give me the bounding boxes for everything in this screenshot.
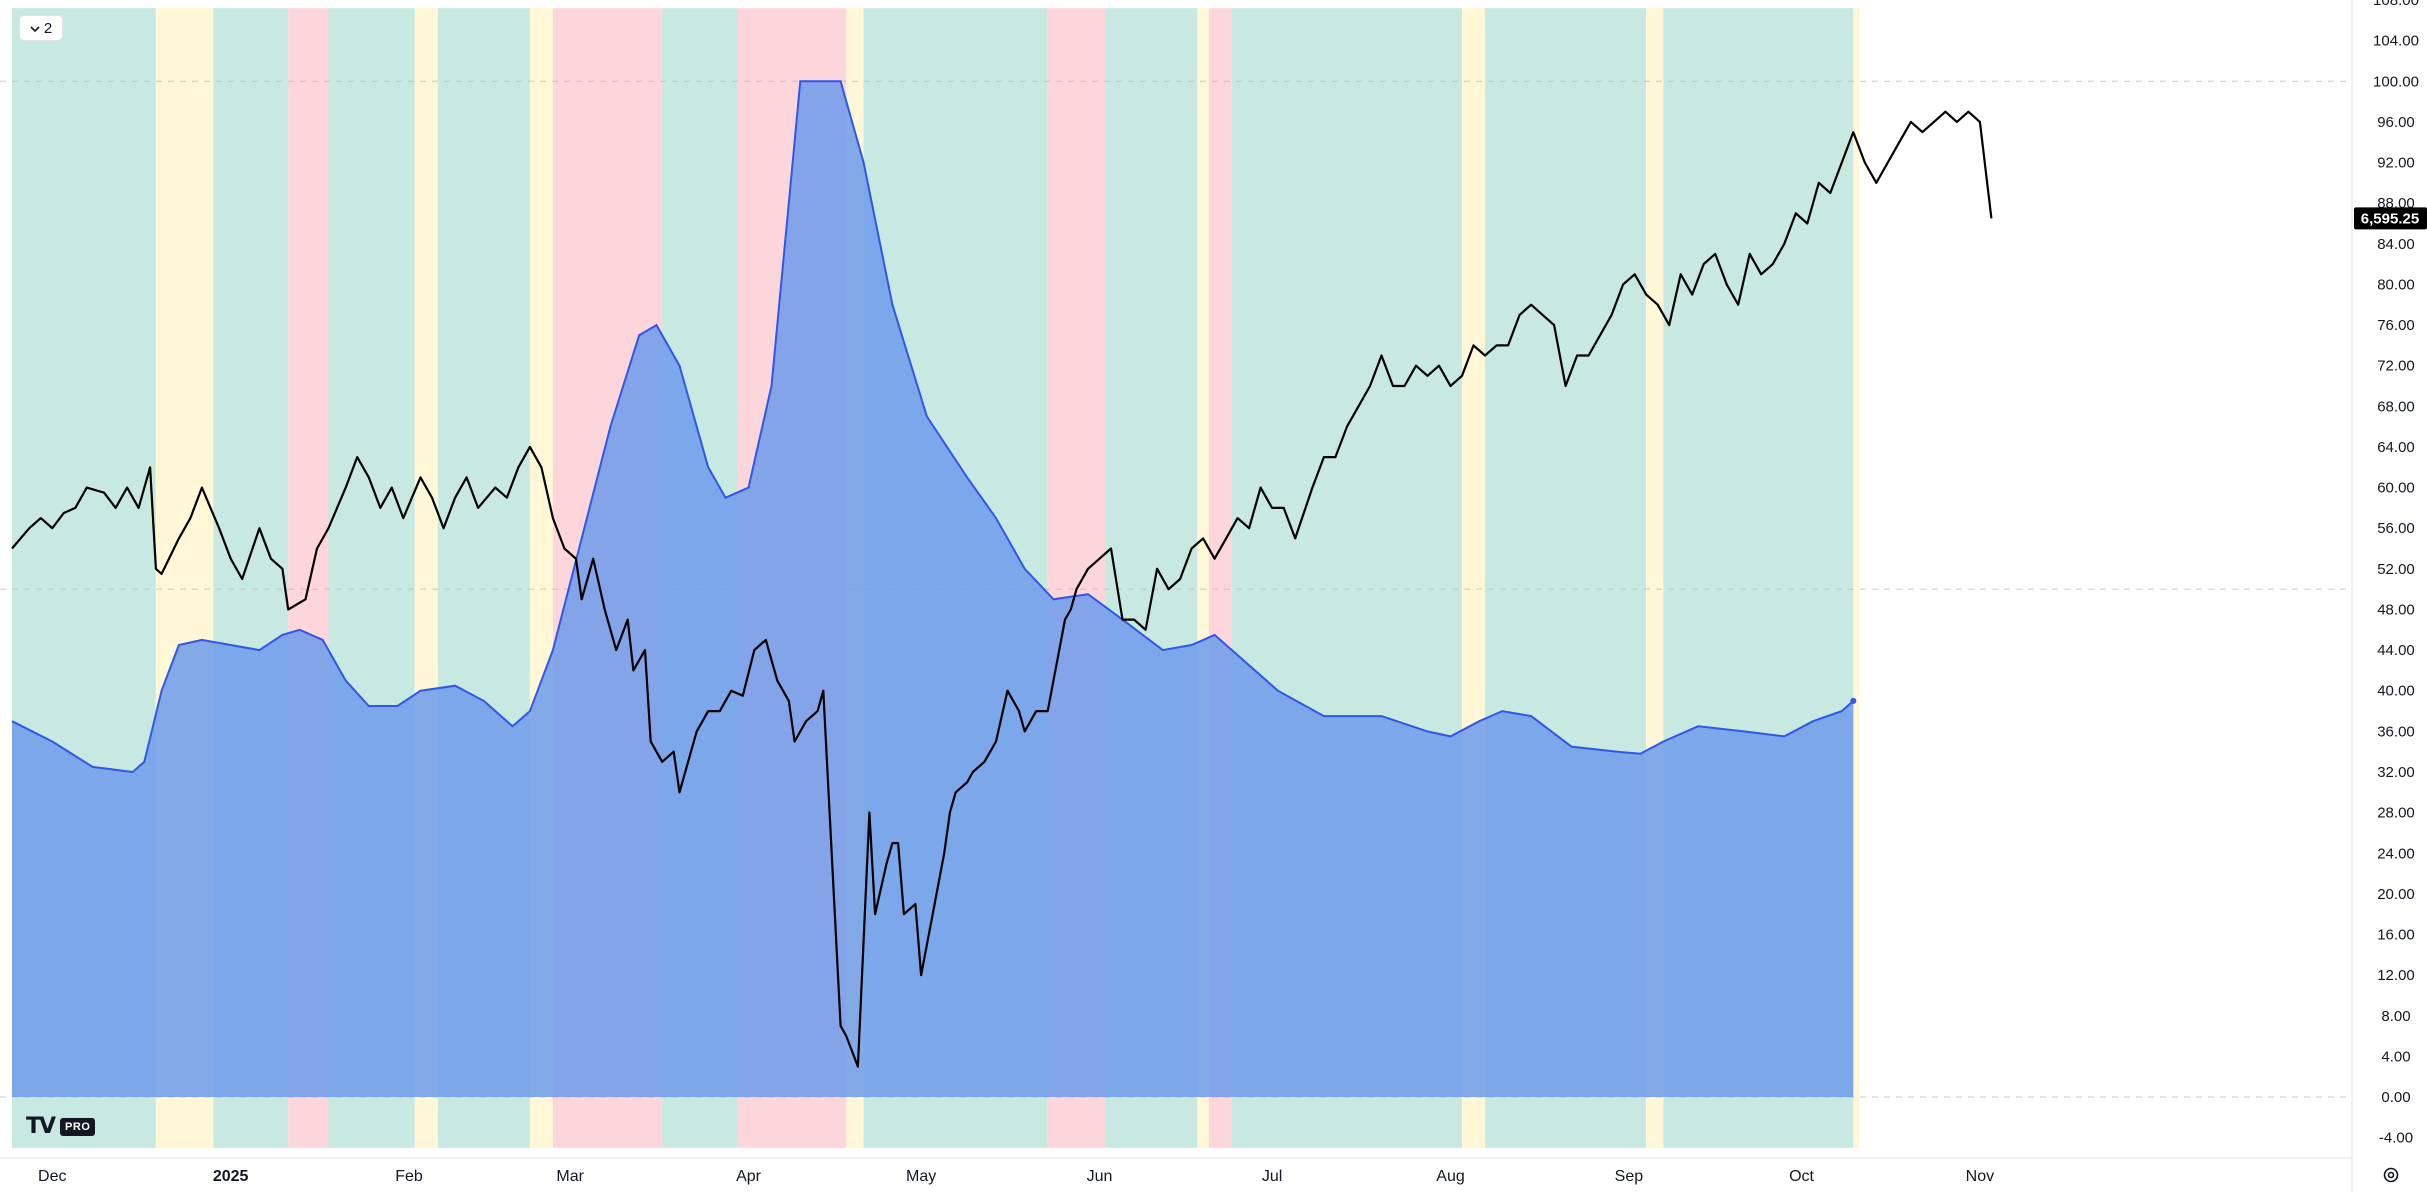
- x-tick-label: May: [906, 1168, 936, 1185]
- y-tick-label: 64.00: [2377, 439, 2415, 456]
- x-tick-label: Sep: [1615, 1168, 1644, 1185]
- area-series-fill: [12, 81, 1854, 1098]
- x-tick-label: Dec: [38, 1168, 66, 1185]
- last-price-marker: 6,595.25: [2354, 207, 2427, 230]
- x-tick-label: Mar: [556, 1168, 584, 1185]
- area-series-line: [11, 80, 1854, 774]
- price-axis[interactable]: 108.00104.00100.0096.0092.0088.0084.0080…: [2373, 0, 2419, 1147]
- y-tick-label: 28.00: [2377, 805, 2415, 822]
- price-series-line: [11, 110, 1993, 1068]
- y-tick-label: 44.00: [2377, 642, 2415, 659]
- y-tick-label: 32.00: [2377, 764, 2415, 781]
- y-tick-label: 100.00: [2373, 73, 2419, 90]
- series-layer: [11, 80, 1993, 1098]
- y-tick-label: 24.00: [2377, 845, 2415, 862]
- y-tick-label: 40.00: [2377, 683, 2415, 700]
- y-tick-label: 52.00: [2377, 561, 2415, 578]
- y-tick-label: 48.00: [2377, 601, 2415, 618]
- x-tick-label: Feb: [395, 1168, 423, 1185]
- y-tick-label: 56.00: [2377, 520, 2415, 537]
- y-tick-label: 68.00: [2377, 398, 2415, 415]
- chevron-down-icon: [30, 20, 40, 37]
- x-tick-label: Aug: [1436, 1168, 1464, 1185]
- x-tick-label: Apr: [736, 1168, 762, 1185]
- y-tick-label: 76.00: [2377, 317, 2415, 334]
- tradingview-logo[interactable]: TV PRO: [26, 1116, 118, 1138]
- y-tick-label: 108.00: [2373, 0, 2419, 9]
- y-tick-label: 84.00: [2377, 236, 2415, 253]
- time-axis[interactable]: Dec 2025 Feb Mar Apr May Jun Jul Aug Sep Oct Nov: [38, 1168, 1994, 1185]
- y-tick-label: 104.00: [2373, 33, 2419, 50]
- last-price-label: 6,595.25: [2361, 210, 2419, 227]
- y-tick-label: 36.00: [2377, 723, 2415, 740]
- y-tick-label: 16.00: [2377, 927, 2415, 944]
- regime-band-yellow: [1853, 8, 1860, 1148]
- x-tick-label: Jul: [1262, 1168, 1282, 1185]
- pane-toggle-label: 2: [43, 19, 53, 37]
- y-tick-label: 8.00: [2381, 1008, 2410, 1025]
- y-tick-label: 20.00: [2377, 886, 2415, 903]
- pane-toggle-button[interactable]: 2: [20, 16, 62, 40]
- y-tick-label: 80.00: [2377, 276, 2415, 293]
- y-tick-label: -4.00: [2379, 1130, 2413, 1147]
- y-tick-label: 92.00: [2377, 155, 2415, 172]
- last-price-badge: [2354, 207, 2427, 230]
- y-tick-label: 60.00: [2377, 480, 2415, 497]
- y-tick-label: 96.00: [2377, 114, 2415, 131]
- x-tick-label: Nov: [1966, 1168, 1994, 1185]
- area-series-last-point: [1850, 697, 1857, 704]
- regime-band-yellow: [1197, 8, 1209, 1148]
- y-tick-label: 4.00: [2381, 1048, 2410, 1065]
- gear-icon[interactable]: [2380, 1164, 2402, 1186]
- tv-logo-mark: TV: [26, 1114, 56, 1139]
- y-tick-label: 12.00: [2377, 967, 2415, 984]
- x-tick-label: 2025: [213, 1168, 249, 1185]
- x-tick-label: Oct: [1789, 1168, 1814, 1185]
- pro-badge: PRO: [60, 1118, 96, 1136]
- y-tick-label: 0.00: [2381, 1089, 2410, 1106]
- y-tick-label: 72.00: [2377, 358, 2415, 375]
- x-tick-label: Jun: [1087, 1168, 1113, 1185]
